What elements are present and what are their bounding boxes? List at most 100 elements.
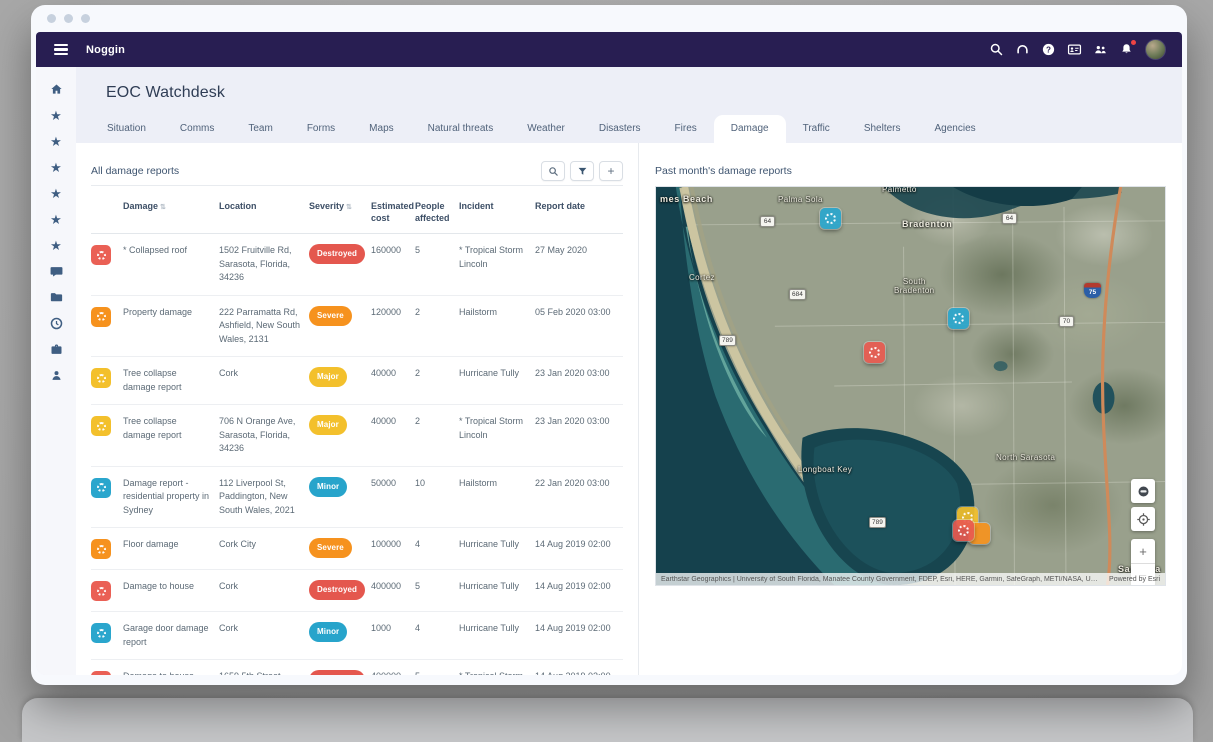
people-icon [1095, 46, 1106, 54]
sidebar-item-favorite-2[interactable]: ★ [47, 133, 65, 149]
severity-badge: Minor [309, 622, 348, 642]
damage-icon [91, 623, 111, 643]
table-row[interactable]: Garage door damage report Cork Minor 100… [91, 612, 623, 660]
map-marker[interactable] [969, 523, 990, 544]
background-window-bar [22, 698, 1193, 742]
map-attribution: Earthstar Geographics | University of So… [656, 573, 1165, 585]
tab-situation[interactable]: Situation [107, 123, 146, 134]
table-row[interactable]: Tree collapse damage report Cork Major 4… [91, 357, 623, 405]
app-window: Noggin ? ★ ★ ★ ★ ★ ★ [31, 5, 1187, 685]
table-row[interactable]: Damage to house 1659 5th Street, Sarasot… [91, 660, 623, 675]
map-label: Bradenton [902, 219, 953, 229]
column-damage[interactable]: Damage ⇅ [123, 201, 166, 211]
column-severity[interactable]: Severity ⇅ [309, 201, 352, 211]
table-row[interactable]: Property damage 222 Parramatta Rd, Ashfi… [91, 296, 623, 357]
tab-bar: Situation Comms Team Forms Maps Natural … [76, 115, 1182, 143]
map-marker[interactable] [820, 208, 841, 229]
tab-agencies[interactable]: Agencies [934, 123, 976, 134]
sort-icon: ⇅ [160, 204, 166, 211]
sidebar-item-files[interactable] [47, 289, 65, 305]
damage-reports-panel: All damage reports + Damage ⇅ Location [76, 143, 638, 675]
severity-badge: Severe [309, 538, 352, 558]
table-filter-button[interactable] [570, 161, 594, 181]
tab-comms[interactable]: Comms [179, 123, 215, 134]
column-cost: Estimated cost [371, 201, 415, 223]
notification-badge [1131, 40, 1136, 45]
window-dot[interactable] [47, 14, 56, 23]
contacts-button[interactable] [1067, 42, 1082, 57]
table-row[interactable]: Floor damage Cork City Severe 100000 4 H… [91, 528, 623, 570]
sidebar-item-favorite-5[interactable]: ★ [47, 211, 65, 227]
table-row[interactable]: Tree collapse damage report 706 N Orange… [91, 405, 623, 467]
sidebar-item-recent[interactable] [47, 315, 65, 331]
notifications-button[interactable] [1119, 40, 1136, 57]
locate-icon [1136, 512, 1150, 526]
damage-icon [91, 581, 111, 601]
table-row[interactable]: * Collapsed roof 1502 Fruitville Rd, Sar… [91, 234, 623, 296]
tab-team[interactable]: Team [248, 123, 273, 134]
zoom-in-button[interactable]: + [1139, 543, 1147, 559]
column-people: People affected [415, 201, 450, 223]
damage-icon [91, 416, 111, 436]
severity-badge: Severe [309, 305, 352, 326]
table-row[interactable]: Damage to house Cork Destroyed 400000 5 … [91, 570, 623, 612]
map-marker[interactable] [953, 520, 974, 541]
teams-button[interactable] [1093, 42, 1108, 57]
search-button[interactable] [989, 42, 1004, 57]
reports-panel-title: All damage reports [91, 165, 180, 177]
damage-icon [91, 306, 111, 327]
basemap-icon [1138, 486, 1148, 496]
map-marker[interactable] [864, 342, 885, 363]
powered-by-esri[interactable]: Powered by Esri [1109, 575, 1160, 583]
page-title: EOC Watchdesk [106, 84, 225, 101]
tab-damage[interactable]: Damage [713, 115, 786, 143]
tab-disasters[interactable]: Disasters [598, 123, 641, 134]
sidebar-item-home[interactable] [47, 81, 65, 97]
sort-icon: ⇅ [346, 204, 352, 211]
table-search-button[interactable] [541, 161, 565, 181]
table-add-button[interactable]: + [599, 161, 623, 181]
severity-badge: Destroyed [309, 244, 366, 264]
column-date: Report date [535, 201, 586, 211]
table-row[interactable]: Damage report - residential property in … [91, 467, 623, 528]
tab-forms[interactable]: Forms [306, 123, 336, 134]
road-shield: 64 [1002, 213, 1017, 224]
sidebar-item-favorite-1[interactable]: ★ [47, 107, 65, 123]
window-dot[interactable] [64, 14, 73, 23]
column-location: Location [219, 201, 257, 211]
sidebar-item-workspace[interactable] [47, 341, 65, 357]
menu-button[interactable] [42, 43, 80, 56]
tab-natural-threats[interactable]: Natural threats [427, 123, 494, 134]
sidebar-item-favorite-3[interactable]: ★ [47, 159, 65, 175]
map-marker[interactable] [948, 308, 969, 329]
tab-weather[interactable]: Weather [527, 123, 565, 134]
star-icon: ★ [50, 159, 62, 175]
star-icon: ★ [50, 237, 62, 253]
sidebar-item-favorite-6[interactable]: ★ [47, 237, 65, 253]
star-icon: ★ [50, 185, 62, 201]
basemap-button[interactable] [1131, 479, 1155, 503]
app-header: Noggin ? [36, 32, 1182, 67]
tab-shelters[interactable]: Shelters [863, 123, 901, 134]
map[interactable]: mes Beach Palma Sola Palmetto Bradenton … [655, 186, 1166, 586]
interstate-shield: 75 [1084, 283, 1101, 298]
sidebar-item-profile[interactable] [47, 367, 65, 383]
map-label: Cortez [689, 273, 715, 282]
sidebar-item-messages[interactable] [47, 263, 65, 279]
headset-button[interactable] [1015, 42, 1030, 57]
locate-button[interactable] [1131, 507, 1155, 531]
avatar[interactable] [1145, 39, 1166, 60]
table-header: Damage ⇅ Location Severity ⇅ Estimated cos… [91, 186, 623, 234]
star-icon: ★ [50, 133, 62, 149]
search-icon [548, 166, 558, 176]
folder-icon [50, 292, 62, 301]
tab-maps[interactable]: Maps [369, 123, 394, 134]
tab-traffic[interactable]: Traffic [802, 123, 830, 134]
star-icon: ★ [50, 107, 62, 123]
road-shield: 789 [719, 335, 736, 346]
tab-fires[interactable]: Fires [674, 123, 697, 134]
sidebar-item-favorite-4[interactable]: ★ [47, 185, 65, 201]
help-button[interactable]: ? [1041, 42, 1056, 57]
window-dot[interactable] [81, 14, 90, 23]
severity-badge: Major [309, 367, 347, 387]
